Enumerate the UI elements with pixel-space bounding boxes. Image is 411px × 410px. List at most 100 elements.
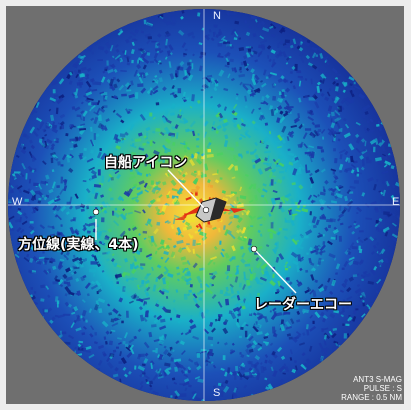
echo-speckle (334, 86, 339, 92)
echo-speckle (71, 93, 76, 97)
echo-speckle (347, 157, 351, 163)
echo-speckle (270, 61, 277, 68)
echo-speckle (148, 255, 153, 261)
echo-speckle (126, 344, 132, 350)
echo-speckle (326, 91, 331, 97)
echo-speckle (184, 293, 187, 296)
echo-speckle (180, 369, 185, 374)
echo-speckle (284, 192, 292, 199)
echo-speckle (109, 353, 115, 358)
echo-speckle (245, 124, 249, 127)
echo-speckle (259, 223, 263, 226)
echo-speckle (348, 256, 355, 261)
echo-speckle (323, 285, 328, 292)
echo-speckle (128, 93, 135, 99)
echo-speckle (65, 251, 70, 256)
echo-speckle (93, 273, 96, 277)
echo-speckle (118, 361, 123, 364)
echo-speckle (292, 168, 298, 176)
echo-speckle (277, 280, 282, 287)
echo-speckle (176, 226, 182, 234)
echo-speckle (156, 286, 162, 291)
echo-speckle (358, 93, 366, 100)
echo-speckle (117, 337, 122, 340)
echo-speckle (60, 224, 63, 227)
echo-speckle (93, 244, 96, 250)
echo-speckle (209, 272, 214, 276)
echo-speckle (30, 287, 34, 290)
echo-speckle (190, 172, 197, 178)
echo-speckle (22, 133, 27, 138)
echo-speckle (217, 43, 223, 47)
echo-speckle (345, 97, 349, 101)
echo-speckle (320, 347, 325, 353)
echo-speckle (89, 108, 92, 112)
echo-speckle (288, 281, 293, 286)
echo-speckle (80, 123, 86, 127)
echo-speckle (45, 238, 48, 242)
echo-speckle (236, 290, 240, 295)
echo-speckle (19, 240, 22, 243)
echo-speckle (334, 195, 339, 200)
echo-speckle (196, 243, 201, 246)
echo-speckle (49, 97, 57, 102)
echo-speckle (146, 23, 154, 29)
echo-speckle (171, 377, 176, 381)
echo-speckle (172, 88, 178, 92)
echo-speckle (73, 306, 79, 312)
echo-speckle (189, 105, 193, 109)
echo-speckle (131, 196, 138, 202)
echo-speckle (41, 137, 45, 140)
echo-speckle (170, 179, 177, 187)
echo-speckle (133, 69, 138, 77)
echo-speckle (227, 210, 234, 215)
echo-speckle (55, 107, 59, 115)
echo-speckle (259, 233, 263, 237)
echo-speckle (232, 123, 238, 128)
echo-speckle (62, 273, 68, 280)
echo-speckle (248, 335, 254, 342)
echo-speckle (306, 286, 312, 292)
echo-speckle (179, 60, 185, 67)
echo-speckle (240, 118, 244, 123)
echo-speckle (189, 59, 192, 62)
radar-ppi-scope[interactable] (6, 6, 404, 404)
echo-speckle (220, 252, 225, 258)
echo-speckle (230, 312, 237, 320)
echo-speckle (63, 341, 71, 345)
echo-speckle (140, 49, 146, 55)
echo-speckle (390, 165, 395, 170)
echo-speckle (44, 133, 48, 137)
echo-speckle (233, 200, 237, 205)
own-ship-leader (167, 169, 207, 211)
echo-speckle (330, 168, 337, 172)
echo-speckle (240, 246, 244, 250)
echo-speckle (376, 178, 379, 182)
echo-speckle (196, 365, 202, 371)
echo-speckle (379, 136, 383, 143)
echo-speckle (224, 121, 230, 127)
echo-speckle (296, 245, 304, 250)
echo-speckle (207, 258, 214, 266)
echo-speckle (97, 261, 102, 265)
echo-speckle (264, 157, 268, 162)
echo-speckle (304, 78, 308, 81)
echo-speckle (71, 257, 80, 263)
echo-speckle (272, 326, 276, 334)
echo-speckle (342, 117, 347, 122)
echo-speckle (67, 235, 71, 239)
echo-speckle (236, 295, 241, 301)
echo-speckle (265, 76, 269, 79)
echo-speckle (130, 80, 134, 86)
echo-speckle (194, 201, 197, 208)
echo-speckle (301, 352, 306, 357)
echo-speckle (78, 82, 82, 88)
echo-speckle (172, 244, 177, 249)
echo-speckle (322, 327, 329, 331)
echo-speckle (248, 199, 254, 203)
echo-speckle (33, 237, 36, 242)
echo-speckle (128, 108, 133, 112)
echo-speckle (226, 18, 229, 21)
echo-speckle (258, 107, 262, 110)
echo-speckle (250, 343, 254, 346)
